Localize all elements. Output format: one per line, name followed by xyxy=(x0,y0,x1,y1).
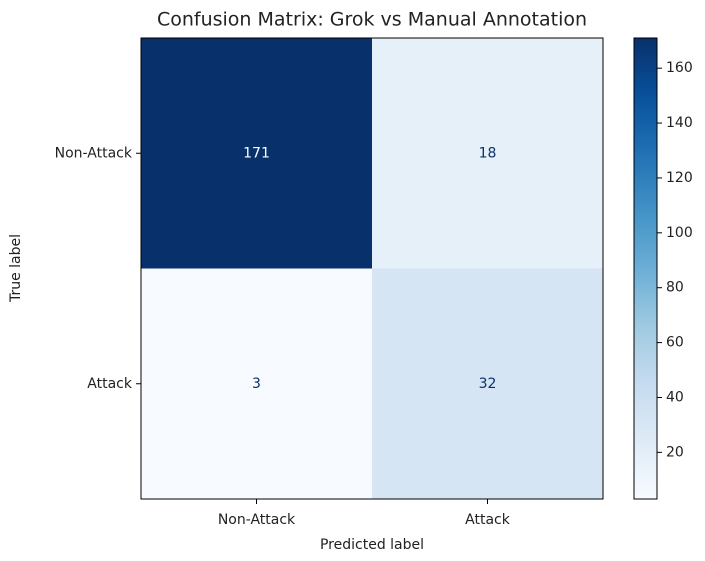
y-tick-label: Non-Attack xyxy=(55,145,133,161)
colorbar xyxy=(633,37,658,500)
x-axis-label: Predicted label xyxy=(320,537,424,553)
x-tick-label: Non-Attack xyxy=(218,512,296,528)
heatmap-cell xyxy=(372,268,603,499)
y-tick-label: Attack xyxy=(87,376,133,392)
colorbar-tick-label: 160 xyxy=(666,60,693,76)
heatmap-cell xyxy=(372,38,603,269)
colorbar-tick-label: 60 xyxy=(666,335,684,351)
heatmap-cell xyxy=(141,38,372,269)
heatmap-cell xyxy=(141,268,372,499)
chart-title: Confusion Matrix: Grok vs Manual Annotat… xyxy=(157,9,587,31)
y-axis-label: True label xyxy=(8,234,24,303)
cell-label: 171 xyxy=(243,145,270,161)
cell-label: 3 xyxy=(252,376,261,392)
plot-frame xyxy=(140,37,604,500)
colorbar-tick-label: 120 xyxy=(666,170,693,186)
cell-label: 32 xyxy=(479,376,497,392)
cell-label: 18 xyxy=(479,145,497,161)
colorbar-tick-label: 140 xyxy=(666,115,693,131)
x-tick-label: Attack xyxy=(465,512,511,528)
colorbar-tick-label: 100 xyxy=(666,225,693,241)
colorbar-tick-label: 40 xyxy=(666,389,684,405)
colorbar-tick-label: 20 xyxy=(666,444,684,460)
colorbar-tick-label: 80 xyxy=(666,280,684,296)
